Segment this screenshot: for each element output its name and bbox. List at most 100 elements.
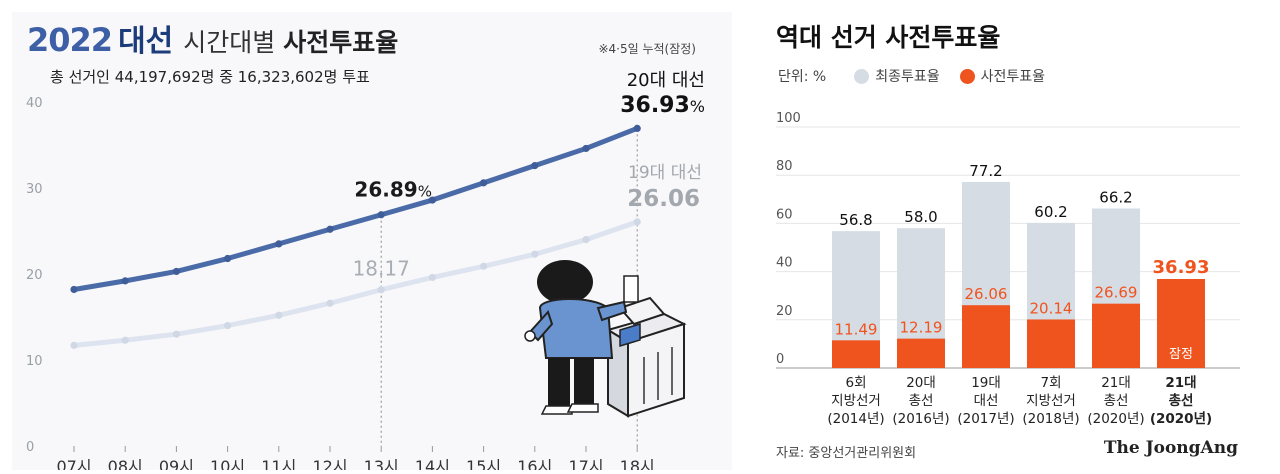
provisional-note: ※4·5일 누적(잠정) [598,42,696,56]
data-point [172,267,180,276]
y-tick-label: 0 [776,352,784,367]
legend-total: 최종투표율 [854,66,940,86]
category-label: 7회 [1040,375,1061,391]
legend-early-label: 사전투표율 [980,69,1046,85]
provisional-badge: 잠정 [1169,347,1193,362]
category-label: 20대 [906,375,936,391]
data-point [480,179,488,187]
category-label: (2017년) [957,411,1014,427]
unit-label: 단위: % [778,69,827,85]
data-point [326,299,334,307]
data-point [428,273,436,282]
bar-early-label: 26.06 [965,285,1008,303]
y-tick-label: 0 [26,440,34,455]
category-label: (2016년) [892,411,949,427]
category-label: 21대 [1165,375,1196,391]
bar-early-label: 12.19 [900,319,943,337]
y-tick-label: 40 [26,96,43,111]
data-point [275,240,283,248]
title-early-voting-rate: 사전투표율 [283,28,399,57]
data-point [377,286,385,294]
annotation-13h-2017: 18.17 [353,257,410,281]
category-label: 지방선거 [831,393,881,409]
data-point [582,144,590,153]
hourly-line-chart: 0 10 20 30 40 07시 08시 09시 10시 11시 12시 13시 14시 15시 16시 1… [26,70,705,470]
data-point [633,218,641,226]
bar-early-label: 36.93 [1153,257,1210,278]
category-label: 총선 [1169,393,1194,409]
bar-total-label: 60.2 [1034,203,1067,221]
series-line-2022 [71,125,640,292]
legend-early-swatch [959,68,975,84]
category-label: 지방선거 [1026,393,1076,409]
x-tick-label: 16시 [517,457,552,470]
title-election: 대선 [118,24,174,59]
category-label: (2014년) [827,411,884,427]
data-point [377,211,385,219]
bar-total-label: 58.0 [904,208,937,226]
voter-ballot-box-illustration [524,260,687,418]
data-point [224,254,232,263]
title-by-hour: 시간대별 [183,28,276,57]
y-tick-label: 60 [776,207,793,222]
data-point [70,341,78,349]
bar-early [1157,278,1205,368]
data-source: 자료: 중앙선거관리위원회 [776,446,917,461]
data-point [633,124,641,133]
bar-early-label: 20.14 [1030,299,1073,317]
title-year: 2022 [27,21,113,59]
x-tick-label: 18시 [620,457,655,470]
unit-and-legend: 단위: % 최종투표율 사전투표율 [778,66,1045,86]
bar-early-label: 11.49 [835,320,878,338]
series-label-2022: 20대 대선 [627,70,705,91]
category-label: 21대 [1101,375,1131,391]
x-tick-label: 11시 [261,457,296,470]
x-tick-label: 07시 [56,457,91,470]
historical-early-voting-panel: 역대 선거 사전투표율 단위: % 최종투표율 사전투표율 0 20 40 60 80 1… [760,0,1280,474]
data-point [582,236,590,244]
x-tick-label: 09시 [159,457,194,470]
x-tick-label: 08시 [108,457,143,470]
bar-early-label: 26.69 [1095,284,1138,302]
category-label: (2020년) [1150,411,1212,427]
x-tick-label: 13시 [364,457,399,470]
data-point [275,311,283,319]
bar-early [1092,303,1140,368]
x-tick-label: 10시 [210,457,245,470]
y-tick-label: 30 [26,182,43,197]
data-point [70,285,78,294]
x-tick-label: 12시 [312,457,347,470]
legend-early: 사전투표율 [959,66,1046,86]
y-tick-label: 10 [26,354,43,369]
y-tick-label: 20 [776,304,793,319]
category-label: 6회 [845,375,866,391]
annotation-13h-2022: 26.89% [354,178,432,202]
y-tick-label: 40 [776,256,793,271]
final-value-2022: 36.93% [620,93,705,118]
series-label-2017: 19대 대선 [628,163,702,183]
y-tick-label: 80 [776,159,793,174]
category-label: 19대 [971,375,1001,391]
y-tick-label: 100 [776,111,801,126]
data-point [172,330,180,338]
category-label: (2018년) [1022,411,1079,427]
data-point [531,250,539,258]
bar-early [1027,319,1075,368]
bar-total-label: 77.2 [969,162,1002,180]
series-line-2017 [71,219,640,348]
bar-total-label: 56.8 [839,211,872,229]
x-tick-label: 15시 [466,457,501,470]
data-point [224,322,232,330]
legend-total-label: 최종투표율 [875,69,940,85]
publisher-logo: The JoongAng [1103,438,1238,458]
data-point [428,196,436,204]
category-label: 총선 [1104,393,1129,409]
hourly-early-voting-panel: 2022 대선 시간대별 사전투표율 ※4·5일 누적(잠정) 총 선거인 44,19… [12,12,732,470]
bar-early [962,305,1010,368]
right-chart-title: 역대 선거 사전투표율 [776,23,1001,52]
final-value-2017: 26.06 [627,186,700,212]
historical-bar-chart: 0 20 40 60 80 100 56.8 11.49 58.0 12.19 77.2 26.06… [776,111,1240,427]
data-point [531,162,539,170]
category-label: 대선 [974,393,999,409]
y-tick-label: 20 [26,268,43,283]
